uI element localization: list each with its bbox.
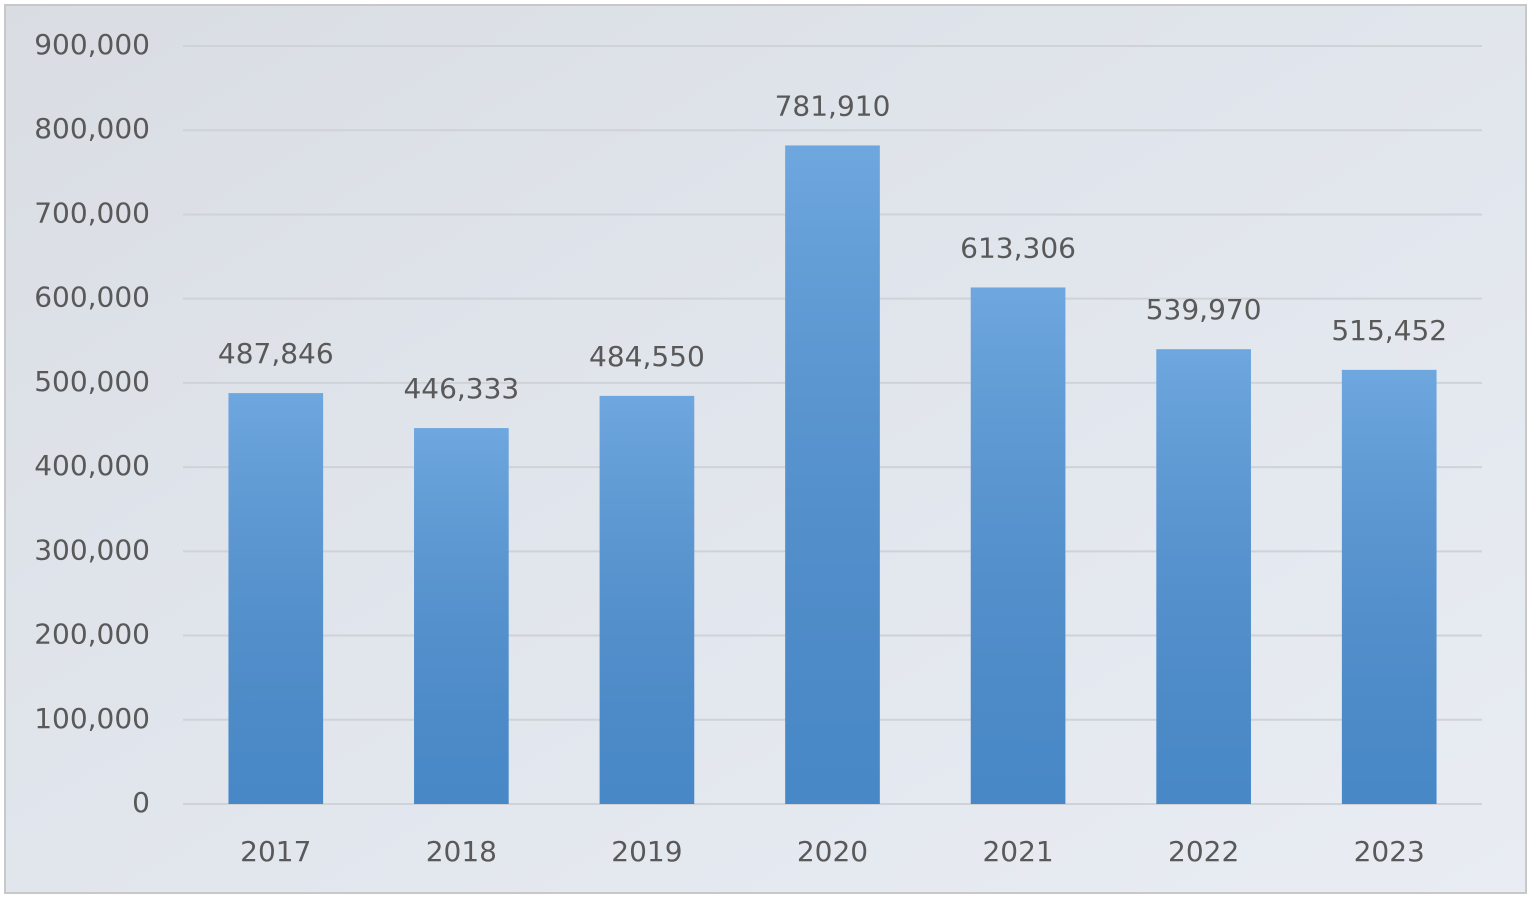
plot: 0 100,000 200,000 300,000 400,000 500,000 600,… <box>34 28 1482 868</box>
y-tick-label: 600,000 <box>34 281 150 314</box>
x-tick-label: 2022 <box>1168 835 1239 868</box>
value-label: 613,306 <box>960 231 1076 264</box>
y-tick-label: 500,000 <box>34 365 150 398</box>
x-tick-label: 2023 <box>1354 835 1425 868</box>
value-label: 781,910 <box>775 89 891 122</box>
bar-shade <box>1156 349 1251 804</box>
y-tick-label: 300,000 <box>34 533 150 566</box>
value-label: 484,550 <box>589 340 705 373</box>
y-tick-label: 0 <box>132 786 150 819</box>
value-label: 487,846 <box>218 337 334 370</box>
bar-shade <box>228 393 324 804</box>
bar-shade <box>970 287 1066 804</box>
y-tick-label: 900,000 <box>34 28 150 61</box>
bar-shade <box>785 145 880 805</box>
bar-shade <box>1341 369 1437 804</box>
x-tick-label: 2018 <box>426 835 497 868</box>
y-tick-label: 800,000 <box>34 112 150 145</box>
y-tick-label: 400,000 <box>34 449 150 482</box>
x-tick-label: 2021 <box>982 835 1053 868</box>
value-label: 515,452 <box>1331 314 1447 347</box>
y-tick-label: 100,000 <box>34 702 150 735</box>
bar-shade <box>414 428 509 804</box>
bar-shade <box>599 395 695 804</box>
x-tick-label: 2017 <box>240 835 311 868</box>
x-tick-label: 2020 <box>797 835 868 868</box>
x-tick-label: 2019 <box>611 835 682 868</box>
y-tick-label: 200,000 <box>34 618 150 651</box>
value-label: 446,333 <box>403 372 519 405</box>
value-label: 539,970 <box>1146 293 1262 326</box>
y-tick-label: 700,000 <box>34 196 150 229</box>
